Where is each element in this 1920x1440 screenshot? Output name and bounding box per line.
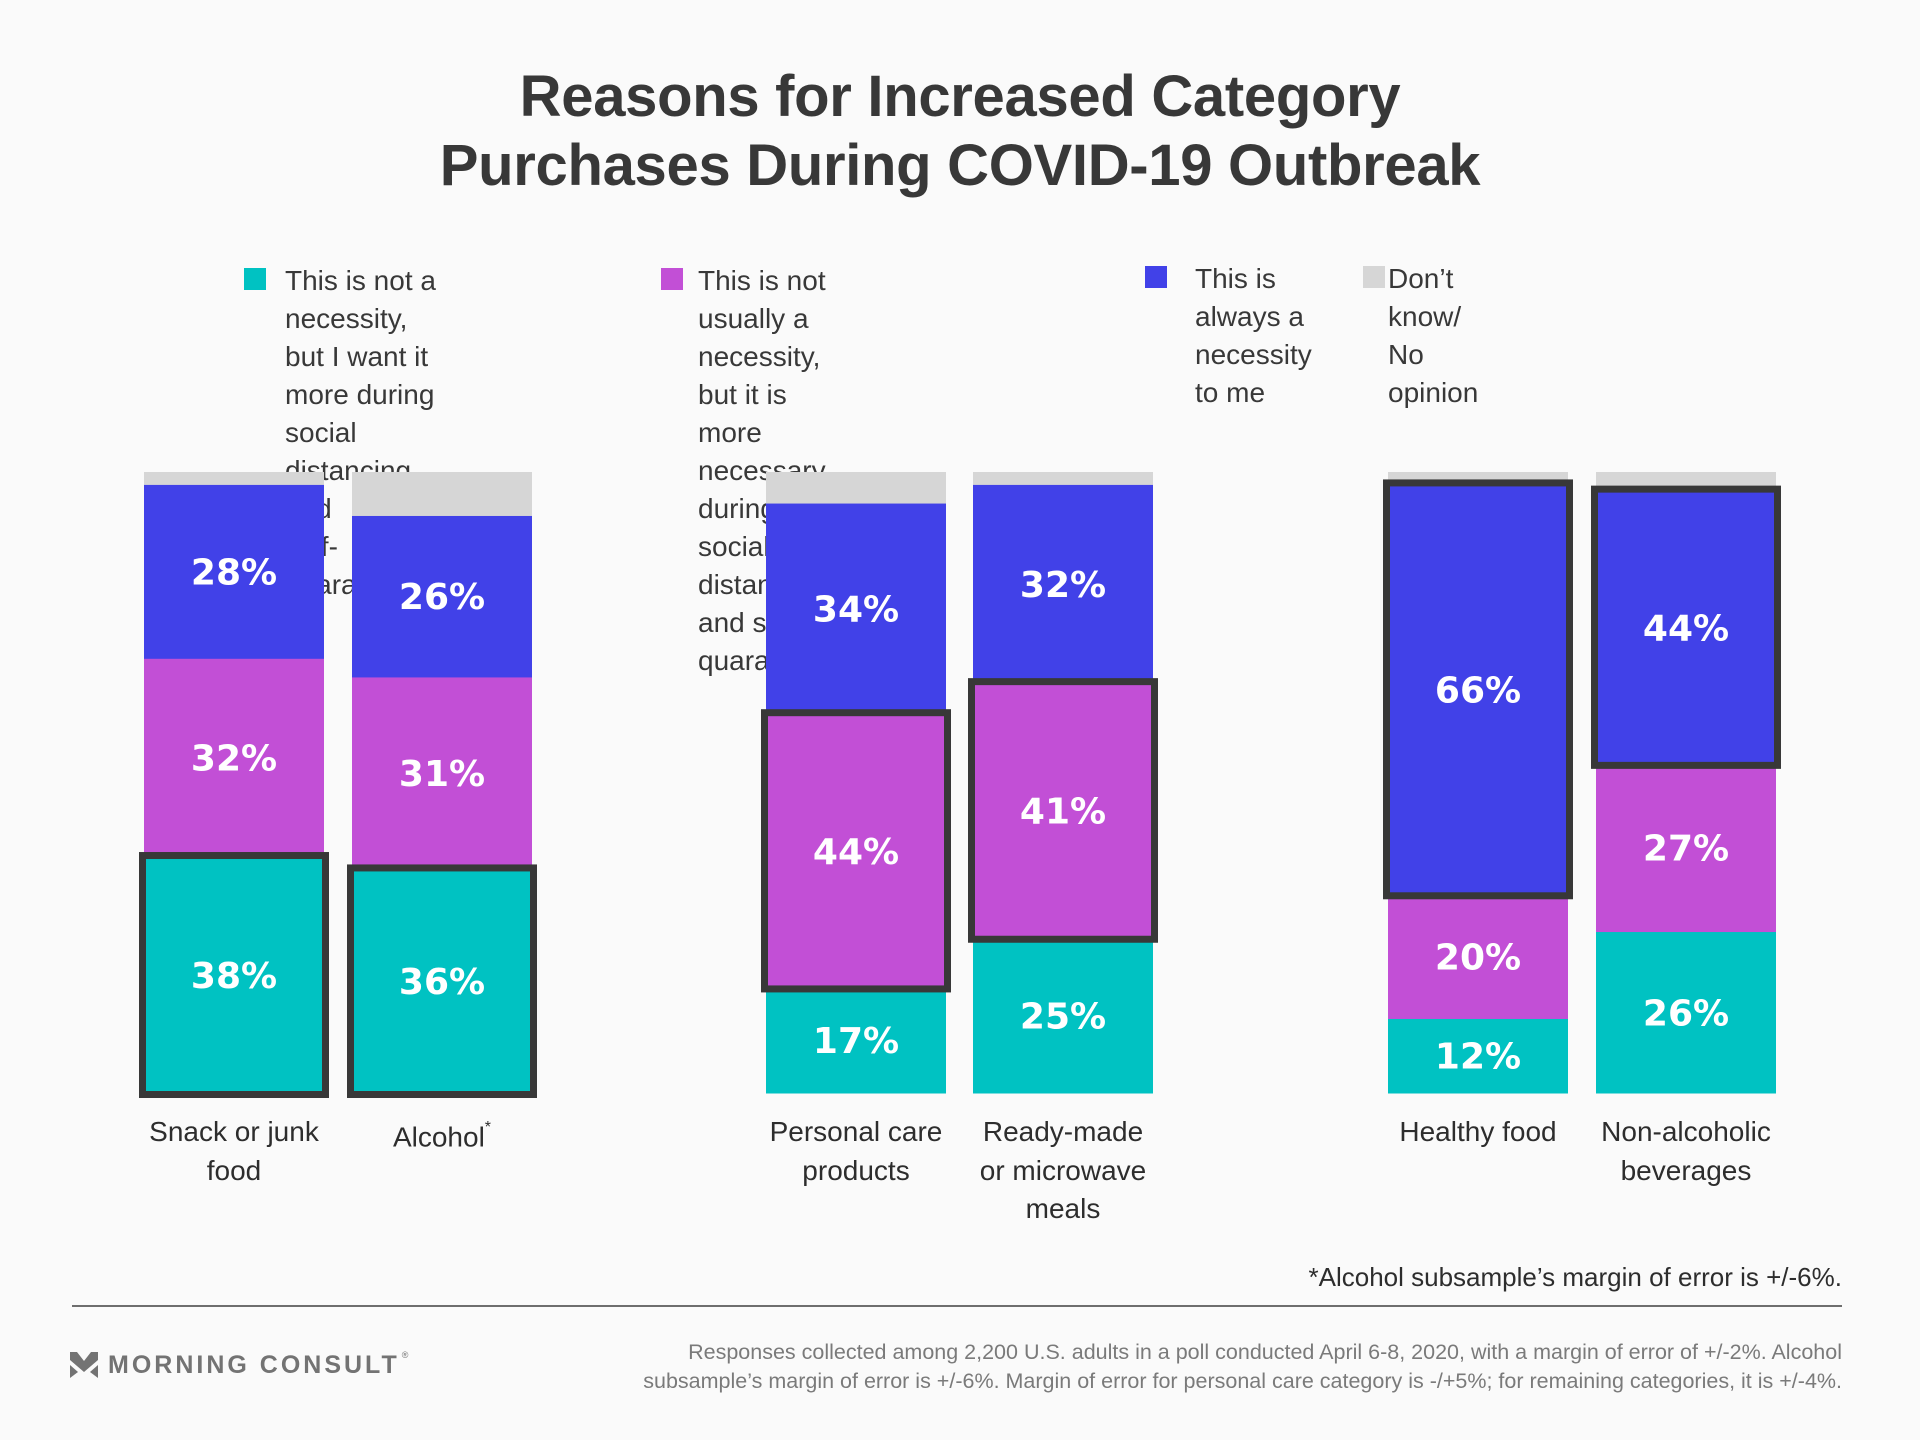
bar-snack-or-junk-food: 38% 32% 28%	[144, 472, 324, 1094]
data-label: 44%	[1643, 608, 1729, 649]
category-label-text: Ready-made or microwave meals	[979, 1116, 1147, 1224]
category-label-healthy-food: Healthy food	[1368, 1113, 1588, 1152]
bar-segment	[1596, 763, 1776, 933]
category-label-non-alcoholic-beverages: Non-alcoholic beverages	[1576, 1113, 1796, 1190]
data-label: 12%	[1435, 1037, 1521, 1078]
footnote-marker: *	[484, 1119, 492, 1136]
bar-segment	[144, 658, 324, 858]
legend-swatch-want-more	[244, 268, 266, 290]
category-label-ready-made-or-microwave-meals: Ready-made or microwave meals	[953, 1113, 1173, 1229]
bar-segment	[1388, 894, 1568, 1019]
data-label: 26%	[399, 577, 485, 618]
bar-segment	[144, 857, 324, 1094]
bar-non-alcoholic-beverages: 26% 27% 44%	[1596, 472, 1776, 1094]
footnote: *Alcohol subsample’s margin of error is …	[1308, 1262, 1842, 1292]
data-label: 26%	[1643, 993, 1729, 1034]
data-label: 28%	[191, 552, 277, 593]
legend-label-dont-know: Don’t know/ No opinion	[1388, 263, 1479, 408]
data-label: 34%	[813, 590, 899, 631]
bar-segment	[352, 472, 532, 516]
bar-segment	[144, 472, 324, 485]
category-label-text: Alcohol	[392, 1121, 485, 1153]
bar-ready-made-or-microwave-meals: 25% 41% 32%	[973, 472, 1153, 1094]
highlight-personal-care-products	[761, 709, 951, 993]
bar-segment	[352, 515, 532, 678]
highlight-healthy-food	[1383, 479, 1573, 900]
data-label: 27%	[1643, 829, 1729, 870]
data-label: 31%	[399, 754, 485, 795]
category-label-text: Personal care products	[769, 1116, 943, 1186]
bar-segment	[1388, 1018, 1568, 1094]
bar-segment	[766, 714, 946, 988]
registered-mark: ®	[401, 1350, 409, 1360]
highlight-alcohol	[347, 864, 537, 1098]
data-label: 32%	[1020, 565, 1106, 606]
bar-segment	[973, 472, 1153, 485]
data-label: 36%	[399, 962, 485, 1003]
category-label-text: Healthy food	[1399, 1116, 1557, 1147]
bar-segment	[766, 987, 946, 1094]
bar-segment	[766, 503, 946, 715]
data-label: 32%	[191, 739, 277, 780]
chart-title-line-2: Purchases During COVID-19 Outbreak	[439, 133, 1481, 198]
category-label-text: Snack or junk food	[149, 1116, 319, 1186]
category-label-alcohol: Alcohol*	[332, 1113, 552, 1157]
legend-swatch-more-necessary	[661, 268, 683, 290]
source-note: Responses collected among 2,200 U.S. adu…	[643, 1340, 1842, 1393]
legend-label-always-necessity: This is always a necessity to me	[1195, 263, 1312, 408]
brand-name: MORNING CONSULT	[108, 1350, 400, 1379]
morning-consult-logo: MORNING CONSULT ®	[70, 1350, 408, 1380]
bar-segment	[352, 676, 532, 870]
chart-title: Reasons for Increased Category Purchases…	[0, 62, 1920, 200]
data-label: 38%	[191, 956, 277, 997]
bar-healthy-food: 12% 20% 66%	[1388, 472, 1568, 1094]
bar-segment	[766, 472, 946, 504]
footer-divider	[72, 1305, 1842, 1307]
highlight-ready-made-or-microwave-meals	[968, 678, 1158, 943]
bar-segment	[1388, 484, 1568, 895]
data-label: 41%	[1020, 791, 1106, 832]
bar-segment	[1596, 931, 1776, 1094]
data-label: 17%	[813, 1021, 899, 1062]
data-label: 20%	[1435, 937, 1521, 978]
bar-segment	[973, 484, 1153, 684]
data-label: 66%	[1435, 670, 1521, 711]
chart-title-line-1: Reasons for Increased Category	[519, 64, 1401, 129]
highlight-snack-or-junk-food	[139, 852, 329, 1099]
category-label-personal-care-products: Personal care products	[746, 1113, 966, 1190]
bar-personal-care-products: 17% 44% 34%	[766, 472, 946, 1094]
bar-segment	[973, 937, 1153, 1094]
category-label-snack-or-junk-food: Snack or junk food	[124, 1113, 344, 1190]
data-label: 44%	[813, 832, 899, 873]
bar-segment	[973, 683, 1153, 939]
legend-swatch-always-necessity	[1145, 266, 1167, 288]
legend-swatch-dont-know	[1363, 266, 1385, 288]
bar-segment	[144, 484, 324, 659]
bar-alcohol: 36% 31% 26%	[352, 472, 532, 1094]
category-label-text: Non-alcoholic beverages	[1601, 1116, 1771, 1186]
morning-consult-chevron-icon	[70, 1352, 98, 1378]
bar-segment	[1596, 490, 1776, 765]
highlight-non-alcoholic-beverages	[1591, 485, 1781, 769]
data-label: 25%	[1020, 996, 1106, 1037]
bar-segment	[352, 869, 532, 1094]
